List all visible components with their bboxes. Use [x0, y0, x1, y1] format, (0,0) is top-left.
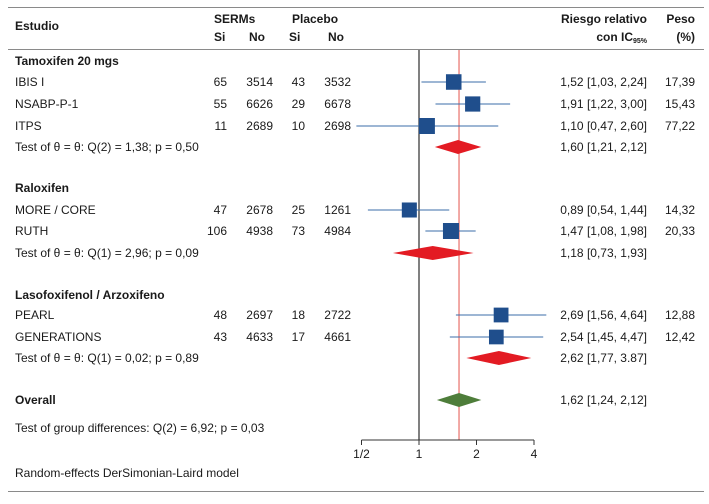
rr-value: 0,89 [0,54, 1,44]: [560, 203, 647, 217]
serms-yes-value: 11: [214, 119, 227, 133]
placebo-yes-value: 25: [291, 203, 305, 217]
header-serms-no: No: [249, 30, 265, 44]
subgroup-diamond: [392, 246, 474, 260]
header-rr-line1: Riesgo relativo: [560, 12, 647, 26]
header-weight-line1: Peso: [666, 12, 695, 26]
serms-no-value: 4633: [246, 330, 273, 344]
serms-no-value: 2689: [246, 119, 273, 133]
placebo-yes-value: 17: [291, 330, 305, 344]
weight-value: 12,88: [664, 308, 695, 322]
placebo-no-value: 6678: [324, 97, 351, 111]
pooled-rr-lasofoxifenol: 2,62 [1,77, 3.87]: [560, 351, 647, 365]
x-axis-tick-label: 4: [531, 447, 538, 461]
rr-value: 2,54 [1,45, 4,47]: [560, 330, 647, 344]
rr-value: 1,52 [1,03, 2,24]: [560, 75, 647, 89]
header-rr-line2: con IC95%: [596, 30, 647, 45]
x-axis-tick-label: 1: [416, 447, 423, 461]
serms-yes-value: 106: [206, 224, 227, 238]
header-study: Estudio: [15, 19, 59, 33]
header-weight-line2: (%): [676, 30, 695, 44]
effect-square: [488, 329, 504, 345]
weight-value: 12,42: [664, 330, 695, 344]
pooled-rr-tamoxifen: 1,60 [1,21, 2,12]: [560, 140, 647, 154]
overall-diamond: [436, 393, 482, 407]
overall-label: Overall: [15, 393, 56, 407]
serms-yes-value: 47: [213, 203, 227, 217]
rr-value: 2,69 [1,56, 4,64]: [560, 308, 647, 322]
study-name: MORE / CORE: [15, 203, 96, 217]
header-rr-subscript: 95%: [632, 38, 647, 45]
header-serms-yes: Si: [214, 30, 226, 44]
group-differences-test: Test of group differences: Q(2) = 6,92; …: [15, 421, 265, 435]
group-title-tamoxifen: Tamoxifen 20 mgs: [15, 54, 119, 68]
placebo-yes-value: 73: [291, 224, 305, 238]
serms-yes-value: 48: [213, 308, 227, 322]
weight-value: 14,32: [664, 203, 695, 217]
study-name: GENERATIONS: [15, 330, 102, 344]
model-footnote: Random-effects DerSimonian-Laird model: [15, 466, 239, 480]
bottom-rule: [8, 491, 704, 492]
weight-value: 17,39: [664, 75, 695, 89]
rr-value: 1,47 [1,08, 1,98]: [560, 224, 647, 238]
study-name: NSABP-P-1: [15, 97, 79, 111]
effect-square: [418, 118, 435, 134]
header-rule: [8, 49, 704, 50]
placebo-no-value: 3532: [324, 75, 351, 89]
effect-square: [445, 74, 462, 90]
study-name: PEARL: [15, 308, 55, 322]
header-serms: SERMs: [214, 12, 256, 26]
effect-square: [442, 223, 459, 239]
weight-value: 77,22: [664, 119, 695, 133]
subgroup-diamond: [434, 140, 482, 154]
serms-yes-value: 55: [213, 97, 227, 111]
weight-value: 15,43: [664, 97, 695, 111]
x-axis-tick-label: 1/2: [353, 447, 370, 461]
subgroup-diamond: [466, 351, 532, 365]
placebo-no-value: 1261: [324, 203, 351, 217]
placebo-no-value: 4661: [324, 330, 351, 344]
x-axis-tick-label: 2: [473, 447, 480, 461]
placebo-yes-value: 43: [291, 75, 305, 89]
group-title-raloxifen: Raloxifen: [15, 181, 70, 195]
group-title-lasofoxifenol: Lasofoxifenol / Arzoxifeno: [15, 288, 165, 302]
placebo-no-value: 4984: [324, 224, 351, 238]
header-placebo-no: No: [328, 30, 344, 44]
serms-no-value: 6626: [246, 97, 273, 111]
group-test-raloxifen: Test of θ = θ: Q(1) = 2,96; p = 0,09: [15, 246, 199, 260]
weight-value: 20,33: [664, 224, 695, 238]
placebo-yes-value: 18: [291, 308, 305, 322]
serms-no-value: 2678: [246, 203, 273, 217]
effect-square: [493, 307, 509, 323]
serms-no-value: 3514: [246, 75, 273, 89]
effect-square: [465, 96, 481, 112]
effect-square: [401, 202, 417, 218]
study-name: RUTH: [15, 224, 49, 238]
header-placebo: Placebo: [292, 12, 339, 26]
placebo-no-value: 2698: [324, 119, 351, 133]
serms-no-value: 4938: [246, 224, 273, 238]
placebo-yes-value: 29: [291, 97, 305, 111]
rr-value: 1,91 [1,22, 3,00]: [560, 97, 647, 111]
rr-value: 1,10 [0,47, 2,60]: [560, 119, 647, 133]
study-name: IBIS I: [15, 75, 45, 89]
group-test-lasofoxifenol: Test of θ = θ: Q(1) = 0,02; p = 0,89: [15, 351, 199, 365]
serms-no-value: 2697: [246, 308, 273, 322]
header-placebo-yes: Si: [289, 30, 301, 44]
study-name: ITPS: [15, 119, 42, 133]
pooled-rr-raloxifen: 1,18 [0,73, 1,93]: [560, 246, 647, 260]
placebo-no-value: 2722: [324, 308, 351, 322]
placebo-yes-value: 10: [291, 119, 305, 133]
top-rule: [8, 7, 704, 8]
plot-marks: 1/2 1 2 4: [353, 50, 547, 461]
group-test-tamoxifen: Test of θ = θ: Q(2) = 1,38; p = 0,50: [15, 140, 199, 154]
overall-rr: 1,62 [1,24, 2,12]: [560, 393, 647, 407]
serms-yes-value: 65: [213, 75, 227, 89]
serms-yes-value: 43: [213, 330, 227, 344]
